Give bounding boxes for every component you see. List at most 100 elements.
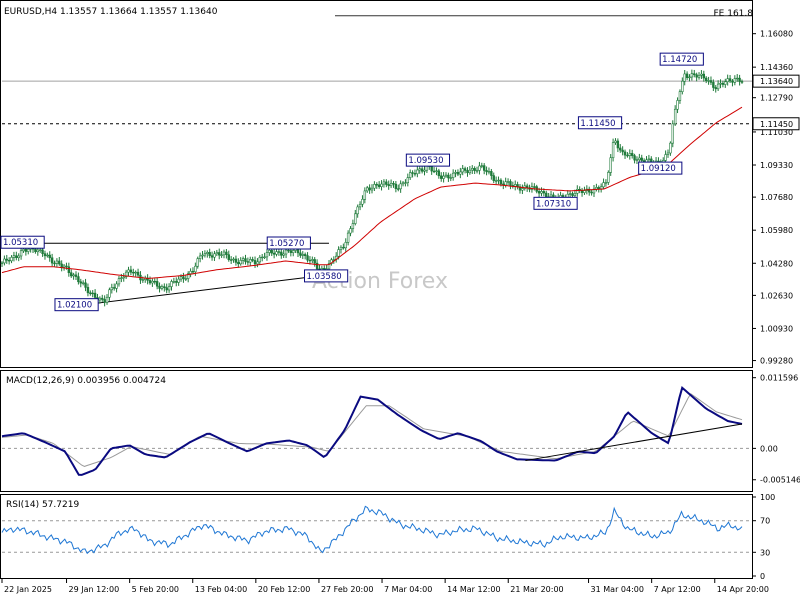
candle-body — [354, 213, 357, 224]
candle-body — [728, 78, 732, 82]
candle-body — [184, 278, 188, 280]
candle-body — [17, 255, 20, 258]
price-panel: 1.16080 1.14360 1.12790 1.11030 1.09330 1.076… — [0, 15, 800, 366]
candle-body — [313, 259, 316, 264]
candle-body — [714, 87, 717, 90]
candle-body — [638, 157, 641, 161]
macd-title: MACD(12,26,9) 0.003956 0.004724 — [6, 376, 166, 386]
candle-body — [93, 292, 97, 298]
candle-body — [432, 170, 436, 173]
x-axis: 22 Jan 2025 29 Jan 12:00 5 Feb 20:00 13 Feb… — [1, 579, 769, 594]
candle-body — [509, 181, 512, 186]
candle-body — [256, 261, 259, 265]
candle-body — [148, 280, 152, 284]
candle-body — [392, 182, 395, 185]
candle-body — [408, 172, 412, 178]
candle-body — [41, 249, 44, 254]
candle-body — [671, 123, 674, 144]
candle-body — [22, 248, 25, 252]
candle-body — [323, 268, 326, 270]
candle-body — [81, 282, 85, 284]
candle-body — [3, 258, 6, 264]
symbol-header: EURUSD,H4 1.13557 1.13664 1.13557 1.1364… — [4, 7, 218, 17]
candle-body — [292, 250, 295, 253]
candle-body — [308, 259, 312, 262]
candle-body — [401, 182, 405, 185]
macd-trend-line — [525, 423, 743, 462]
candle-body — [471, 168, 474, 171]
candle-body — [186, 273, 190, 279]
annotation-box — [0, 235, 45, 249]
candle-body — [709, 80, 713, 83]
candle-body — [170, 281, 173, 287]
candle-body — [74, 274, 78, 277]
candle-body — [449, 177, 452, 179]
candle-body — [633, 155, 636, 161]
candle-body — [721, 82, 725, 85]
candle-body — [246, 261, 250, 263]
candle-body — [602, 182, 605, 188]
macd-panel-frame — [0, 370, 753, 492]
candle-body — [177, 278, 180, 283]
annotation-label: 1.07310 — [536, 199, 571, 209]
candle-body — [86, 287, 90, 294]
annotation-label: 1.11450 — [580, 119, 615, 129]
candle-body — [189, 270, 192, 274]
rsi-title: RSI(14) 57.7219 — [6, 500, 79, 510]
candle-body — [623, 151, 627, 156]
candle-body — [521, 188, 524, 191]
annotation-label: 1.14720 — [662, 55, 697, 65]
candle-body — [447, 174, 450, 179]
candle-body — [342, 246, 345, 249]
candle-body — [284, 249, 288, 255]
candle-body — [635, 159, 639, 161]
candle-body — [590, 191, 593, 194]
candle-body — [420, 168, 424, 172]
candle-body — [48, 254, 51, 259]
x-tick-label: 7 Apr 12:00 — [654, 585, 701, 594]
candle-body — [451, 172, 455, 178]
rsi-panel-frame — [0, 494, 753, 579]
price-y-tick-label: 1.05980 — [760, 226, 793, 235]
candle-body — [327, 263, 331, 270]
candle-body — [206, 252, 209, 254]
x-tick-label: 29 Jan 12:00 — [69, 585, 120, 594]
candle-body — [361, 198, 364, 205]
candle-body — [36, 249, 40, 253]
x-tick-label: 27 Feb 20:00 — [321, 585, 373, 594]
annotation-box — [54, 298, 99, 312]
x-tick-label: 21 Mar 20:00 — [510, 585, 563, 594]
candle-body — [514, 184, 517, 187]
candle-body — [599, 186, 603, 190]
candle-body — [640, 157, 643, 161]
candle-body — [669, 142, 672, 154]
candle-body — [702, 73, 706, 79]
candle-body — [366, 187, 369, 192]
candle-body — [523, 185, 526, 189]
candle-body — [485, 170, 488, 173]
candle-body — [311, 259, 314, 261]
candle-body — [466, 170, 469, 174]
candle-body — [609, 157, 612, 173]
candle-body — [542, 191, 546, 194]
candle-body — [385, 181, 388, 185]
candle-body — [282, 253, 285, 256]
candle-body — [263, 256, 266, 258]
candle-body — [344, 242, 347, 249]
candle-body — [583, 190, 586, 194]
candle-body — [444, 174, 448, 177]
candle-body — [60, 263, 63, 268]
candle-body — [287, 249, 290, 252]
candle-body — [571, 193, 574, 196]
candle-body — [251, 259, 254, 261]
moving-average-line — [1, 106, 743, 279]
candle-body — [700, 73, 703, 76]
candle-body — [454, 171, 457, 174]
candle-body — [346, 232, 350, 243]
candle-body — [198, 255, 202, 259]
candle-body — [272, 252, 276, 255]
macd-y-tick-label: 0.00 — [760, 444, 778, 453]
candle-body — [716, 83, 720, 90]
candle-body — [194, 265, 197, 273]
price-y-tick-label: 1.12790 — [760, 94, 793, 103]
